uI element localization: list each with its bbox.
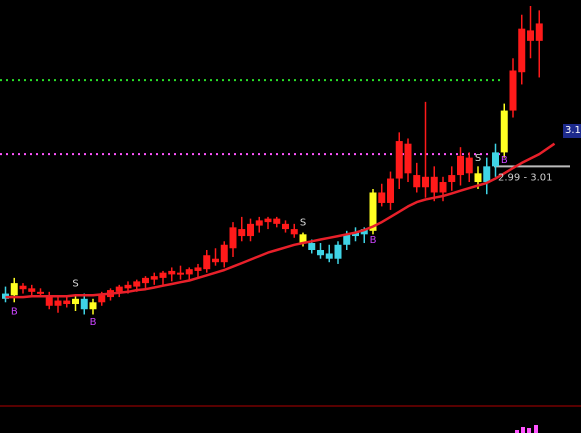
candle-body: [54, 300, 62, 306]
candle-body: [518, 28, 526, 73]
candle-body: [115, 286, 123, 292]
candle-body: [72, 298, 79, 305]
candle-body: [282, 223, 289, 230]
candle-body: [28, 288, 36, 292]
price-range-label: 2.99 - 3.01: [498, 172, 553, 183]
candle-body: [527, 30, 534, 41]
candle-body: [89, 302, 97, 310]
volume-bar: [515, 430, 519, 433]
candle-body: [343, 234, 351, 245]
candle-body: [439, 182, 447, 193]
candle-body: [325, 253, 333, 259]
candle-body: [45, 295, 53, 306]
candle-body: [387, 178, 394, 203]
volume-bar: [534, 425, 538, 433]
sell-marker: S: [475, 153, 481, 164]
candle-body: [317, 250, 324, 256]
candle-body: [255, 220, 263, 226]
candle-body: [465, 157, 473, 174]
candle-body: [360, 229, 368, 235]
candle-body: [535, 23, 543, 41]
candle-body: [212, 258, 219, 263]
candle-body: [159, 272, 167, 278]
candle-body: [430, 176, 438, 193]
candle-body: [37, 291, 44, 294]
candle-body: [509, 70, 517, 111]
volume-bar: [521, 427, 525, 433]
candle-body: [247, 223, 254, 237]
sell-marker: S: [300, 218, 306, 229]
candle-body: [483, 166, 491, 183]
candle-body: [474, 173, 482, 183]
candle-body: [19, 285, 27, 290]
candle-body: [142, 277, 149, 284]
candle-body: [185, 269, 193, 275]
candle-body: [369, 192, 377, 231]
candle-body: [413, 175, 421, 188]
candle-body: [177, 272, 184, 275]
right-axis-price-tag: 3.1: [563, 124, 581, 138]
moving-average-line: [5, 142, 556, 299]
candle-body: [63, 300, 71, 305]
buy-marker: B: [90, 317, 97, 328]
candle-body: [264, 218, 272, 223]
candle-body: [168, 270, 176, 275]
candle-body: [299, 234, 307, 244]
candle-body: [448, 175, 456, 183]
sell-marker: S: [72, 279, 78, 290]
candle-body: [150, 276, 158, 280]
candle-body: [203, 255, 211, 270]
candle-body: [404, 143, 412, 174]
candle-body: [378, 192, 386, 203]
volume-bar: [527, 428, 531, 433]
candle-body: [98, 295, 106, 303]
candle-body: [124, 284, 132, 289]
candle-body: [238, 229, 246, 237]
candle-body: [334, 244, 342, 259]
candle-body: [80, 298, 88, 310]
candle-body: [133, 281, 141, 287]
candle-body: [308, 243, 316, 250]
candle-body: [273, 218, 281, 224]
candle-body: [10, 283, 18, 296]
candle-body: [220, 244, 228, 263]
buy-marker: B: [370, 235, 377, 246]
candle-body: [352, 232, 359, 237]
candle-body: [194, 267, 202, 271]
candle-body: [422, 176, 429, 188]
candle-body: [229, 227, 237, 249]
candle-body: [290, 229, 298, 235]
candle-body: [492, 152, 499, 167]
candle-body: [500, 110, 508, 153]
candle-body: [395, 141, 403, 179]
buy-marker: B: [11, 306, 18, 317]
candle-body: [457, 155, 464, 176]
buy-marker: B: [501, 155, 508, 166]
